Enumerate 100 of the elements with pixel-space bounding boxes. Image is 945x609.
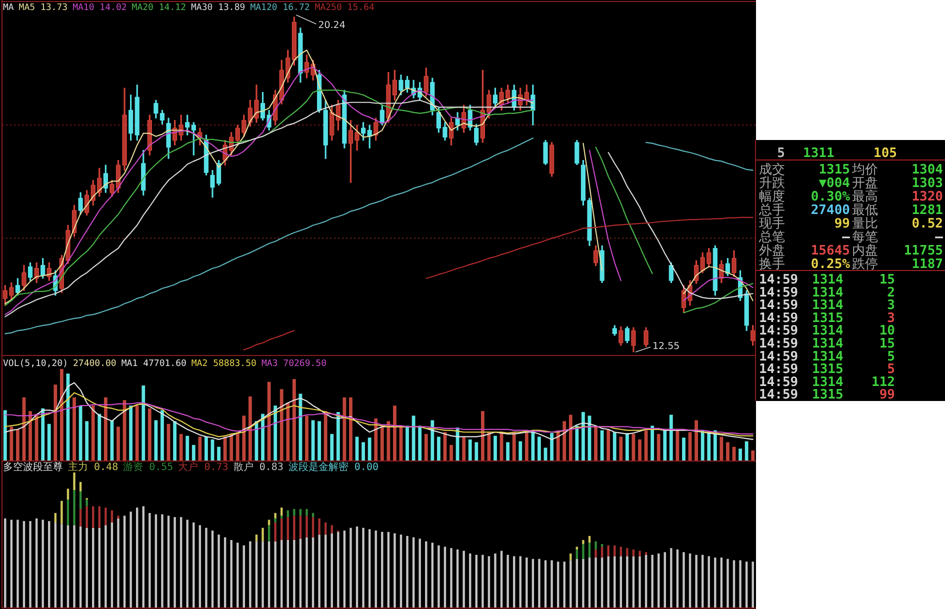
bar [701,554,704,608]
text: 0.25% [810,257,850,272]
bar [248,396,252,460]
text: 均价 [852,162,878,178]
bar [299,538,302,608]
text: 1304 [912,162,943,178]
bar [576,558,578,608]
bar [406,426,409,460]
bar [318,518,320,535]
bar [568,414,572,460]
candlestick [600,245,604,284]
candlestick [644,327,648,348]
bar [474,442,478,460]
bar [135,406,139,460]
bar [625,433,629,460]
text: 1314 [812,285,844,300]
bar [255,541,258,608]
bar [142,506,144,608]
bar [268,525,270,542]
text: 14:59 [759,285,798,300]
bar [594,558,597,608]
bar [73,525,76,608]
legend-title: MA [3,3,14,13]
candlestick [292,16,296,66]
text: 1314 [812,374,844,390]
bar [79,526,82,608]
bar [318,421,322,460]
bar [173,421,176,460]
bar [318,534,320,608]
text: MA5 13.73 [18,3,68,13]
bar [450,444,453,460]
bar [394,533,396,608]
candlestick [147,114,152,156]
bar [444,546,446,608]
bar [73,472,76,490]
bar [506,442,510,460]
bar [211,530,214,608]
bar [223,436,227,460]
candlestick [330,104,334,141]
bar [682,552,685,608]
bar [286,540,289,608]
bar [600,430,604,460]
bar [16,429,20,460]
bar [670,548,672,608]
bar [79,482,82,492]
candlestick [694,260,699,284]
legend-label: 波段是金解密 0.00 [288,461,379,473]
text: 0.30% [810,190,850,204]
bar [518,441,522,460]
bar [482,554,484,608]
bar [274,522,276,542]
bar [336,412,340,460]
bar [3,410,7,460]
bar [142,385,146,460]
bar [726,442,730,460]
bar [54,384,58,460]
bar [538,436,541,460]
bar [293,540,296,608]
bar [707,432,711,460]
candlestick [185,114,190,136]
text: 14:59 [759,310,798,326]
candlestick [618,326,624,346]
text: MA1 47701.60 [121,359,186,369]
text: 15645 [810,244,850,258]
bar [255,534,258,542]
bar [98,528,100,608]
bar [306,537,308,608]
bar [425,541,428,608]
candlestick [22,265,26,291]
bar [494,554,496,608]
bar [700,430,704,460]
bar [594,541,597,550]
bar [10,426,14,460]
candlestick [424,68,428,97]
bar [739,560,742,608]
text: 112 [872,374,895,390]
bar [312,537,314,608]
candlestick [40,258,46,279]
bar [249,541,252,608]
bar [10,520,13,608]
bar [54,522,57,608]
text: MA20 14.12 [132,3,186,13]
bar [262,541,264,608]
candlestick [631,327,636,352]
text: 换手 [759,257,785,272]
bar [174,517,176,608]
bar [494,436,497,460]
bar [626,548,628,556]
text: 1315 [812,310,844,326]
text: 14:59 [759,362,798,378]
text: 14:59 [759,388,798,403]
bar [130,512,132,608]
bar [29,521,32,608]
bar [192,444,196,460]
text: MA120 16.72 [250,3,310,13]
bar [526,558,528,608]
bar [92,506,94,528]
bar [217,446,220,460]
text: 最高 [852,190,878,204]
bar [550,560,553,608]
